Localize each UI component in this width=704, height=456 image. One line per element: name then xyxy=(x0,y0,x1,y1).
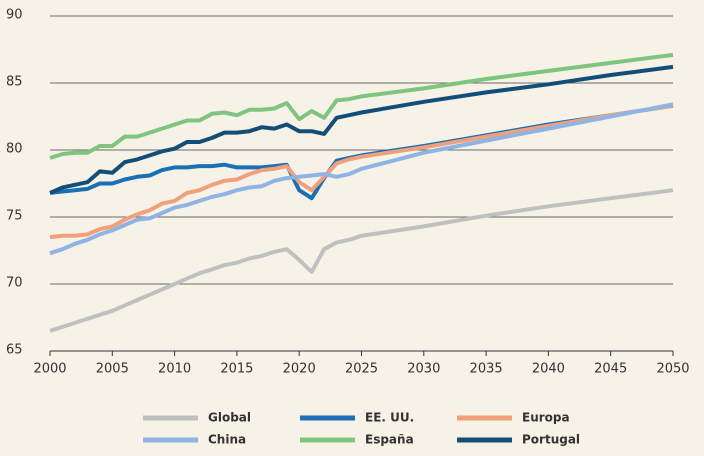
x-tick-label: 2030 xyxy=(407,362,440,377)
y-tick-label: 85 xyxy=(6,75,23,90)
x-tick-label: 2015 xyxy=(220,362,253,377)
legend-label: Portugal xyxy=(522,433,580,447)
series-line xyxy=(49,103,674,240)
x-tick-label: 2050 xyxy=(656,362,689,377)
series-line xyxy=(49,102,674,256)
legend-label: Global xyxy=(208,411,251,425)
x-tick-label: 2025 xyxy=(345,362,378,377)
x-tick-label: 2020 xyxy=(283,362,316,377)
legend-label: Europa xyxy=(522,411,570,425)
series-line xyxy=(49,188,674,333)
y-tick-label: 70 xyxy=(6,276,23,291)
x-tick-label: 2010 xyxy=(158,362,191,377)
y-tick-label: 90 xyxy=(6,8,23,23)
x-tick-label: 2045 xyxy=(594,362,627,377)
y-tick-label: 80 xyxy=(6,142,23,157)
series-line xyxy=(49,52,674,160)
x-tick-label: 2000 xyxy=(33,362,66,377)
y-tick-label: 65 xyxy=(6,343,23,358)
legend-label: EE. UU. xyxy=(365,411,414,425)
x-tick-label: 2040 xyxy=(532,362,565,377)
legend-label: China xyxy=(208,433,246,447)
x-tick-label: 2005 xyxy=(96,362,129,377)
series-line xyxy=(49,64,674,195)
y-tick-label: 75 xyxy=(6,209,23,224)
legend-label: España xyxy=(365,433,414,447)
x-tick-label: 2035 xyxy=(470,362,503,377)
